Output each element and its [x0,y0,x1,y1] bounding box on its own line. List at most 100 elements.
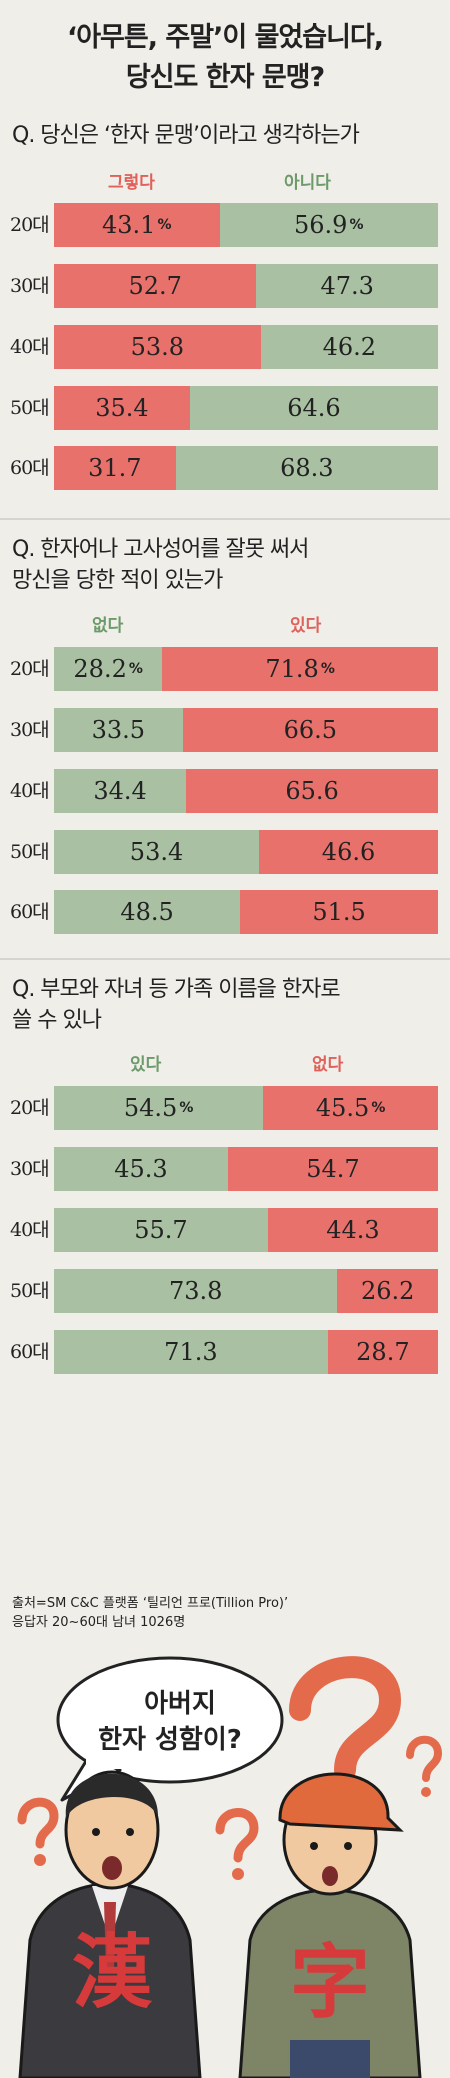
source-line-1: 출처=SM C&C 플랫폼 ‘틸리언 프로(Tillion Pro)’ [12,1596,289,1611]
bar-segment: 64.6 [189,386,438,430]
data-label: 46.6 [321,838,376,866]
bar-row: 30대 52.7 47.3 [0,264,450,308]
data-label: 56.9 [294,211,348,239]
bar-segment: 55.7 [54,1208,268,1252]
bar-segment: 51.5 [240,890,438,934]
bar-segment: 35.4 [54,386,190,430]
stacked-bar: 34.4 65.6 [54,769,438,813]
category-label: 40대 [10,336,50,358]
data-label: 33.5 [91,716,146,744]
bar-segment: 45.3 [54,1147,228,1191]
hanja-ja-glyph: 字 [290,1935,370,2029]
stacked-bar: 43.1% 56.9% [54,203,438,247]
data-label: 55.7 [134,1216,188,1244]
category-label: 20대 [10,658,50,680]
bar-segment: 52.7 [54,264,257,308]
bar-segment: 68.3 [175,446,438,490]
stacked-bar: 35.4 64.6 [54,386,438,430]
stacked-bar: 55.7 44.3 [54,1208,438,1252]
bar-segment: 54.7 [227,1147,438,1191]
stacked-bar: 53.4 46.6 [54,830,438,874]
bar-segment: 47.3 [256,264,438,308]
bar-row: 30대 33.5 66.5 [0,708,450,752]
bar-segment: 46.2 [260,325,438,369]
bar-segment: 65.6 [186,769,438,813]
bar-segment: 56.9% [219,203,438,247]
bar-segment: 73.8 [54,1269,338,1313]
bar-segment: 71.8% [162,647,438,691]
category-label: 20대 [10,214,50,236]
data-label: 44.3 [326,1216,380,1244]
question-mark-icon [406,1735,443,1797]
bar-segment: 33.5 [54,708,183,752]
percent-sign: % [349,217,364,233]
percent-sign: % [179,1100,194,1116]
question-2: Q. 한자어나 고사성어를 잘못 써서 망신을 당한 적이 있는가 [12,534,309,596]
category-label: 30대 [10,719,50,741]
stacked-bar: 28.2% 71.8% [54,647,438,691]
data-label: 45.5 [315,1094,370,1122]
category-label: 40대 [10,780,50,802]
bar-segment: 45.5% [263,1086,438,1130]
bar-segment: 53.8 [54,325,261,369]
bar-row: 50대 73.8 26.2 [0,1269,450,1313]
data-label: 31.7 [88,454,142,482]
data-label: 46.2 [322,333,376,361]
data-label: 48.5 [120,898,174,926]
bar-row: 60대 71.3 28.7 [0,1330,450,1374]
data-label: 43.1 [102,211,156,239]
category-label: 50대 [10,397,50,419]
percent-sign: % [157,217,172,233]
data-label: 52.7 [128,272,182,300]
stacked-bar: 31.7 68.3 [54,446,438,490]
title-line-2: 당신도 한자 문맹? [125,62,325,93]
category-label: 40대 [10,1219,50,1241]
category-label: 60대 [10,901,50,923]
category-label: 30대 [10,275,50,297]
question-mark-icon [215,1808,259,1880]
data-label: 54.5 [123,1094,178,1122]
bar-row: 20대 54.5% 45.5% [0,1086,450,1130]
data-label: 53.8 [130,333,184,361]
question-1-line-1: Q. 당신은 ‘한자 문맹’이라고 생각하는가 [12,123,360,148]
data-label: 68.3 [280,454,334,482]
category-label: 30대 [10,1158,50,1180]
percent-sign: % [320,661,335,677]
section-divider [0,958,450,960]
data-label: 47.3 [320,272,374,300]
speech-line-1: 아버지 [144,1689,216,1719]
stacked-bar: 45.3 54.7 [54,1147,438,1191]
legend-1-series-2: 아니다 [284,173,331,193]
data-label: 34.4 [93,777,147,805]
data-label: 45.3 [114,1155,168,1183]
stacked-bar: 73.8 26.2 [54,1269,438,1313]
category-label: 50대 [10,841,50,863]
data-label: 71.3 [164,1338,218,1366]
bar-row: 20대 43.1% 56.9% [0,203,450,247]
bar-segment: 44.3 [267,1208,438,1252]
stacked-bar: 71.3 28.7 [54,1330,438,1374]
bar-segment: 28.2% [54,647,163,691]
legend-3-series-2: 없다 [312,1055,344,1075]
data-label: 66.5 [283,716,338,744]
legend-3-series-1: 있다 [130,1055,162,1075]
legend-2-series-2: 있다 [290,616,322,636]
page-title: ‘아무튼, 주말’이 물었습니다, 당신도 한자 문맹? [0,18,450,98]
question-2-line-1: Q. 한자어나 고사성어를 잘못 써서 [12,537,309,562]
data-label: 53.4 [129,838,184,866]
stacked-bar: 54.5% 45.5% [54,1086,438,1130]
question-3: Q. 부모와 자녀 등 가족 이름을 한자로 쓸 수 있나 [12,974,341,1036]
stacked-bar: 48.5 51.5 [54,890,438,934]
bar-segment: 46.6 [259,830,438,874]
legend-1-series-1: 그렇다 [108,173,155,193]
speech-line-2: 한자 성함이? [98,1725,242,1755]
stacked-bar: 33.5 66.5 [54,708,438,752]
bar-segment: 34.4 [54,769,187,813]
speech-bubble: 아버지 한자 성함이? [56,1656,284,1802]
data-label: 54.7 [306,1155,360,1183]
data-label: 71.8 [265,655,319,683]
bar-segment: 31.7 [54,446,176,490]
source-note: 출처=SM C&C 플랫폼 ‘틸리언 프로(Tillion Pro)’ 응답자 … [12,1594,288,1632]
title-line-1: ‘아무튼, 주말’이 물었습니다, [66,22,384,53]
